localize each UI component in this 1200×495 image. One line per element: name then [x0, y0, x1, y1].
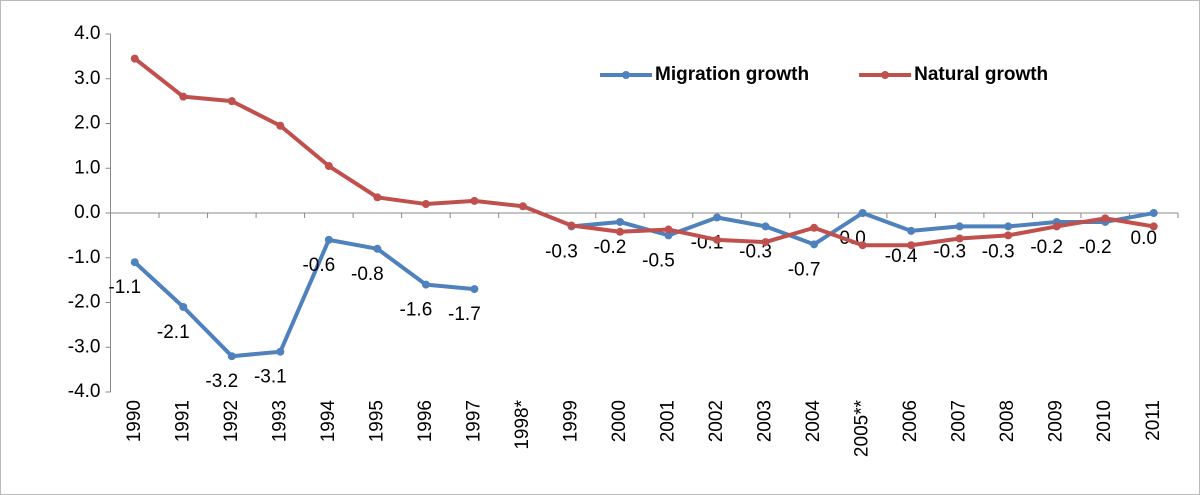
data-point	[858, 241, 867, 250]
data-point	[955, 222, 964, 231]
legend-label: Natural growth	[914, 64, 1048, 85]
y-tick-label: 1.0	[74, 157, 100, 178]
data-point	[761, 222, 770, 231]
data-label: -1.1	[108, 277, 141, 298]
data-label: -0.7	[788, 259, 821, 280]
data-point	[470, 285, 479, 294]
data-point	[761, 238, 770, 247]
y-tick-label: -4.0	[68, 381, 101, 402]
x-tick-label: 1998*	[512, 399, 533, 449]
y-tick-label: 2.0	[74, 113, 100, 134]
data-label: 0.0	[1131, 228, 1157, 249]
x-tick-label: 1995	[366, 400, 387, 442]
data-point	[810, 240, 819, 249]
x-tick-label: 1990	[124, 400, 145, 442]
data-point	[567, 221, 576, 230]
data-point	[421, 280, 430, 289]
x-tick-label: 1992	[221, 400, 242, 442]
data-point	[907, 226, 916, 235]
x-tick-label: 1994	[318, 400, 339, 443]
data-label: -2.1	[157, 322, 190, 343]
data-point	[130, 258, 139, 267]
data-label: -1.7	[448, 304, 481, 325]
x-tick-label: 2010	[1094, 400, 1115, 442]
data-point	[664, 231, 673, 240]
data-point	[276, 347, 285, 356]
data-point	[179, 92, 188, 101]
y-tick-label: -1.0	[68, 247, 101, 268]
x-tick-label: 1991	[172, 400, 193, 442]
data-label: -0.3	[739, 241, 772, 262]
data-label: -3.2	[205, 371, 238, 392]
data-label: -3.1	[254, 367, 287, 388]
data-point	[373, 193, 382, 202]
x-tick-label: 2006	[900, 400, 921, 442]
data-label: -0.2	[1079, 237, 1112, 258]
data-point	[907, 241, 916, 250]
data-point	[858, 209, 867, 217]
data-point	[518, 202, 527, 211]
data-point	[373, 244, 382, 253]
data-point	[1052, 222, 1061, 231]
series-line	[133, 57, 1155, 248]
y-tick-label: 3.0	[74, 68, 100, 89]
data-label: -0.2	[1030, 237, 1063, 258]
x-tick-label: 1993	[269, 400, 290, 442]
data-point	[955, 234, 964, 243]
data-point	[470, 196, 479, 205]
data-point	[664, 225, 673, 234]
data-label: -0.3	[933, 241, 966, 262]
data-label: -0.6	[302, 255, 335, 276]
data-point	[276, 121, 285, 130]
x-tick-label: 2007	[949, 400, 970, 442]
data-label: -0.8	[351, 264, 384, 285]
data-label: -0.5	[642, 250, 675, 271]
data-point	[324, 235, 333, 244]
legend-marker	[881, 71, 890, 79]
x-tick-label: 1999	[560, 400, 581, 442]
data-label: -0.3	[982, 241, 1015, 262]
data-point	[227, 97, 236, 106]
x-tick-label: 1997	[463, 400, 484, 442]
y-tick-label: 0.0	[74, 202, 100, 223]
y-tick-label: 4.0	[74, 23, 100, 44]
legend-label: Migration growth	[655, 64, 809, 85]
x-tick-label: 2008	[997, 400, 1018, 442]
x-tick-label: 1996	[415, 400, 436, 442]
data-point	[615, 217, 624, 226]
data-label: -0.3	[545, 241, 578, 262]
legend-marker	[622, 71, 630, 79]
data-point	[1149, 209, 1158, 217]
data-point	[1149, 222, 1158, 231]
x-tick-label: 2003	[755, 400, 776, 442]
data-point	[713, 213, 722, 222]
y-tick-label: -2.0	[68, 292, 101, 313]
data-point	[227, 352, 236, 361]
data-label: -0.2	[594, 237, 627, 258]
x-tick-label: 2009	[1046, 400, 1067, 442]
data-point	[1004, 222, 1013, 231]
data-point	[179, 302, 188, 311]
data-point	[130, 54, 139, 63]
data-point	[615, 227, 624, 236]
x-tick-label: 2004	[803, 400, 824, 443]
data-label: -0.4	[885, 246, 918, 267]
data-point	[810, 223, 819, 232]
x-tick-label: 2002	[706, 400, 727, 442]
x-tick-label: 2001	[658, 400, 679, 442]
data-point	[421, 200, 430, 209]
x-tick-label: 2011	[1143, 400, 1164, 441]
data-point	[324, 162, 333, 171]
y-tick-label: -3.0	[68, 336, 101, 357]
data-label: -1.6	[400, 300, 433, 321]
x-tick-label: 2000	[609, 400, 630, 442]
x-tick-label: 2005**	[852, 399, 873, 457]
data-point	[1101, 214, 1110, 223]
data-point	[713, 235, 722, 244]
data-point	[1004, 231, 1013, 240]
